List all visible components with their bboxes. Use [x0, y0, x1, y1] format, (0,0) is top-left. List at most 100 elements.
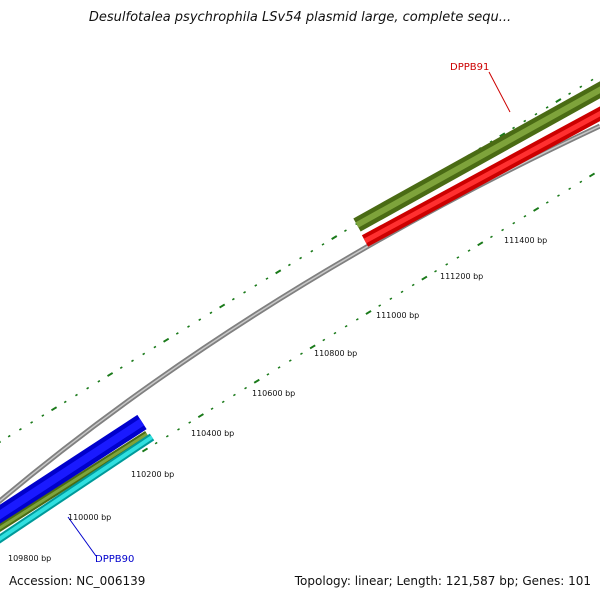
tick-mark: [41, 414, 45, 417]
scale-labels: 109800 bp 110000 bp 110200 bp 110400 bp …: [8, 236, 547, 563]
tick-mark: [309, 344, 316, 350]
tick-mark: [557, 194, 560, 197]
tick-mark: [456, 256, 460, 259]
tick-mark: [175, 332, 179, 335]
topology-summary-text: Topology: linear; Length: 121,587 bp; Ge…: [294, 574, 591, 588]
scale-label: 110200 bp: [131, 470, 174, 479]
tick-mark: [344, 324, 348, 328]
tick-mark: [523, 119, 527, 123]
tick-mark: [512, 221, 516, 225]
tick-mark: [165, 434, 169, 438]
tick-mark: [568, 92, 572, 96]
lower-tick-row: [141, 172, 596, 453]
tick-mark: [421, 275, 428, 281]
dppb90-label[interactable]: DPPB90: [95, 554, 134, 565]
tick-mark: [63, 400, 67, 404]
tick-mark: [188, 421, 192, 424]
tick-mark: [389, 297, 393, 301]
tick-mark: [445, 263, 449, 266]
scale-label: 110600 bp: [252, 389, 295, 398]
tick-mark: [579, 180, 583, 184]
dppb91-pointer: [488, 71, 511, 113]
scale-label: 110000 bp: [68, 513, 111, 522]
tick-mark: [163, 337, 170, 343]
tick-mark: [254, 284, 258, 287]
tick-mark: [0, 440, 2, 443]
tick-mark: [253, 378, 260, 384]
tick-mark: [142, 352, 146, 356]
tick-mark: [434, 269, 437, 273]
tick-mark: [288, 359, 292, 362]
tick-mark: [568, 187, 572, 191]
tick-mark: [154, 441, 158, 445]
tick-mark: [119, 366, 123, 369]
tick-mark: [378, 304, 382, 307]
tick-mark: [275, 269, 282, 275]
tick-mark: [343, 229, 347, 232]
tick-mark: [499, 132, 506, 138]
scale-label: 111400 bp: [504, 236, 547, 245]
feature-olive-lower[interactable]: [0, 431, 149, 532]
tick-mark: [467, 249, 471, 252]
tick-mark: [244, 386, 248, 390]
tick-mark: [533, 206, 540, 212]
scale-label: 110400 bp: [191, 429, 234, 438]
tick-mark: [243, 291, 247, 294]
tick-mark: [579, 85, 583, 89]
tick-mark: [86, 386, 90, 390]
tick-mark: [590, 78, 594, 82]
tick-mark: [106, 372, 114, 377]
tick-mark: [219, 303, 226, 309]
tick-mark: [365, 310, 372, 315]
tick-mark: [30, 421, 34, 424]
tick-mark: [210, 407, 214, 411]
tick-mark: [321, 243, 325, 246]
tick-mark: [523, 214, 527, 218]
scale-label: 109800 bp: [8, 554, 51, 563]
tick-mark: [18, 427, 22, 431]
tick-mark: [299, 256, 303, 260]
tick-mark: [153, 345, 157, 349]
tick-mark: [75, 393, 78, 397]
tick-mark: [545, 106, 549, 109]
feature-olive-upper[interactable]: [353, 81, 600, 232]
tick-mark: [198, 318, 202, 322]
accession-text: Accession: NC_006139: [9, 574, 146, 588]
tick-mark: [265, 277, 269, 280]
tick-mark: [197, 413, 204, 419]
tick-mark: [300, 352, 303, 356]
tick-mark: [97, 380, 101, 383]
tick-mark: [231, 297, 235, 301]
upper-tick-row: [0, 78, 594, 443]
feature-dppb90[interactable]: [0, 433, 155, 544]
tick-mark: [355, 318, 359, 321]
tick-mark: [400, 290, 404, 294]
tick-mark: [141, 447, 149, 453]
dppb90-pointer: [67, 516, 97, 557]
tick-mark: [512, 126, 515, 130]
tick-mark: [50, 406, 58, 412]
map-title: Desulfotalea psychrophila LSv54 plasmid …: [88, 10, 512, 25]
scale-label: 110800 bp: [314, 349, 357, 358]
tick-mark: [333, 331, 337, 335]
tick-mark: [209, 311, 213, 315]
tick-mark: [187, 325, 190, 328]
tick-mark: [411, 283, 415, 287]
tick-mark: [177, 428, 180, 431]
tick-mark: [588, 172, 596, 178]
scale-label: 111000 bp: [376, 311, 419, 320]
tick-mark: [131, 359, 134, 363]
tick-mark: [310, 249, 314, 253]
tick-mark: [501, 228, 505, 232]
feature-blue[interactable]: [0, 414, 147, 525]
feature-dppb91[interactable]: [361, 106, 600, 247]
tick-mark: [277, 366, 281, 369]
tick-mark: [534, 112, 538, 116]
tick-mark: [287, 263, 291, 267]
tick-mark: [555, 98, 562, 103]
tick-mark: [477, 241, 484, 247]
dppb91-label[interactable]: DPPB91: [450, 62, 489, 73]
tick-mark: [266, 373, 270, 376]
tick-mark: [232, 393, 236, 397]
